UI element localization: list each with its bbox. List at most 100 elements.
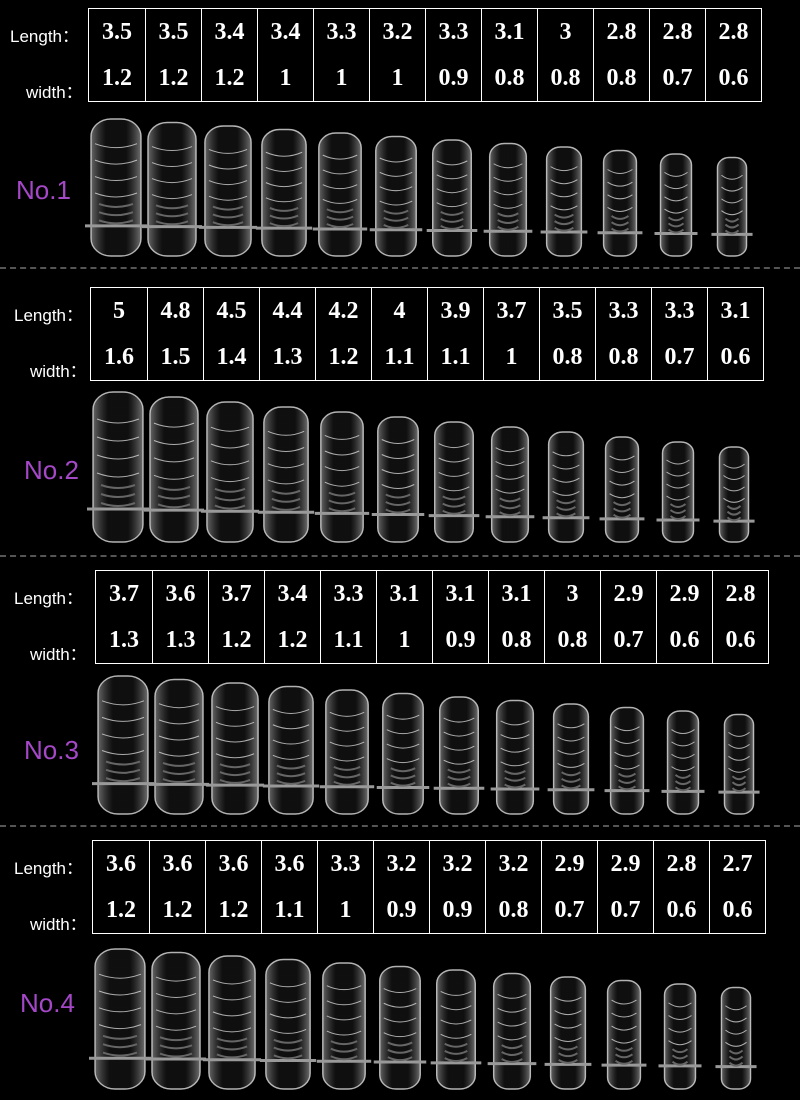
length-label: Length： [14, 306, 83, 325]
model-label: No.4 [20, 988, 75, 1018]
length-cell: 3.2 [485, 841, 541, 887]
size-table: 5 4.8 4.5 4.4 4.2 4 3.9 3.7 3.5 3.3 3.3 3.1 1.6 1.5 1.… [90, 287, 764, 381]
width-cell: 0.7 [597, 887, 653, 933]
length-label: Length： [10, 27, 79, 46]
width-cell: 1.2 [205, 887, 261, 933]
length-cell: 3.3 [317, 841, 373, 887]
width-cell: 1.1 [320, 617, 376, 663]
length-cell: 3.2 [429, 841, 485, 887]
width-cell: 0.9 [432, 617, 488, 663]
length-cell: 3.3 [595, 288, 651, 334]
separator [0, 267, 800, 269]
length-cell: 3.6 [106, 850, 136, 877]
width-cell: 1.4 [203, 334, 259, 380]
width-label: width： [30, 915, 87, 934]
width-cell: 1.5 [147, 334, 203, 380]
length-cell: 3.7 [208, 571, 264, 617]
length-cell: 3.1 [707, 288, 763, 334]
length-cell: 2.8 [593, 9, 649, 55]
length-cell: 3.1 [432, 571, 488, 617]
width-cell: 0.7 [651, 334, 707, 380]
width-cell: 1.6 [104, 343, 134, 370]
width-label: width： [26, 83, 83, 102]
width-cell: 0.6 [705, 55, 761, 101]
length-cell: 3 [537, 9, 593, 55]
width-cell: 0.8 [544, 617, 600, 663]
width-cell: 0.8 [537, 55, 593, 101]
width-cell: 0.8 [481, 55, 537, 101]
width-cell: 1 [257, 55, 313, 101]
length-cell: 4.5 [203, 288, 259, 334]
width-cell: 1 [317, 887, 373, 933]
width-cell: 0.8 [595, 334, 651, 380]
width-cell: 1.2 [208, 617, 264, 663]
length-cell: 2.7 [709, 841, 765, 887]
width-cell: 1.3 [259, 334, 315, 380]
length-cell: 3.6 [152, 571, 208, 617]
size-table: 3.5 3.5 3.4 3.4 3.3 3.2 3.3 3.1 3 2.8 2.8 2.8 1.2 1.2… [88, 8, 762, 102]
length-cell: 2.8 [712, 571, 768, 617]
width-cell: 1.2 [315, 334, 371, 380]
nail-tips [87, 391, 755, 543]
width-cell: 1 [313, 55, 369, 101]
width-cell: 0.8 [485, 887, 541, 933]
length-cell: 3.3 [313, 9, 369, 55]
width-cell: 0.6 [712, 617, 768, 663]
length-cell: 3.6 [261, 841, 317, 887]
size-table: 3.7 3.6 3.7 3.4 3.3 3.1 3.1 3.1 3 2.9 2.9 2.8 1.3 1.3… [95, 570, 769, 664]
separator [0, 555, 800, 557]
width-cell: 0.6 [709, 887, 765, 933]
width-cell: 1.1 [427, 334, 483, 380]
width-cell: 0.8 [539, 334, 595, 380]
length-cell: 3.1 [376, 571, 432, 617]
width-cell: 0.9 [429, 887, 485, 933]
length-cell: 4.4 [259, 288, 315, 334]
width-cell: 1.2 [145, 55, 201, 101]
width-cell: 1 [483, 334, 539, 380]
width-cell: 1.1 [371, 334, 427, 380]
width-label: width： [30, 645, 87, 664]
length-cell: 3.2 [373, 841, 429, 887]
width-cell: 1.2 [201, 55, 257, 101]
width-cell: 0.9 [373, 887, 429, 933]
length-cell: 3.6 [205, 841, 261, 887]
model-label: No.2 [24, 455, 79, 485]
width-label: width： [30, 362, 87, 381]
length-cell: 4.8 [147, 288, 203, 334]
length-cell: 3.3 [651, 288, 707, 334]
nail-tips [85, 118, 753, 257]
width-cell: 1 [369, 55, 425, 101]
length-cell: 5 [113, 297, 125, 324]
width-cell: 0.9 [425, 55, 481, 101]
width-cell: 0.7 [541, 887, 597, 933]
width-cell: 0.8 [488, 617, 544, 663]
size-table: 3.6 3.6 3.6 3.6 3.3 3.2 3.2 3.2 2.9 2.9 2.8 2.7 1.2 1… [92, 840, 766, 934]
length-cell: 3.6 [149, 841, 205, 887]
width-cell: 0.8 [593, 55, 649, 101]
width-cell: 1.2 [106, 896, 136, 923]
nail-tips [92, 675, 760, 815]
length-cell: 3.1 [481, 9, 537, 55]
length-cell: 3.7 [109, 580, 139, 607]
width-cell: 0.6 [707, 334, 763, 380]
length-cell: 2.9 [656, 571, 712, 617]
width-cell: 1.3 [109, 626, 139, 653]
length-cell: 3.5 [102, 18, 132, 45]
length-label: Length： [14, 859, 83, 878]
model-label: No.1 [16, 175, 71, 205]
model-label: No.3 [24, 735, 79, 765]
length-cell: 4 [371, 288, 427, 334]
length-cell: 3.1 [488, 571, 544, 617]
length-cell: 3.3 [425, 9, 481, 55]
width-cell: 0.6 [653, 887, 709, 933]
width-cell: 1 [376, 617, 432, 663]
length-cell: 3.2 [369, 9, 425, 55]
width-cell: 1.2 [264, 617, 320, 663]
separator [0, 825, 800, 827]
width-cell: 1.1 [261, 887, 317, 933]
length-cell: 3.5 [145, 9, 201, 55]
length-cell: 2.8 [653, 841, 709, 887]
width-cell: 0.7 [600, 617, 656, 663]
length-cell: 3.4 [201, 9, 257, 55]
